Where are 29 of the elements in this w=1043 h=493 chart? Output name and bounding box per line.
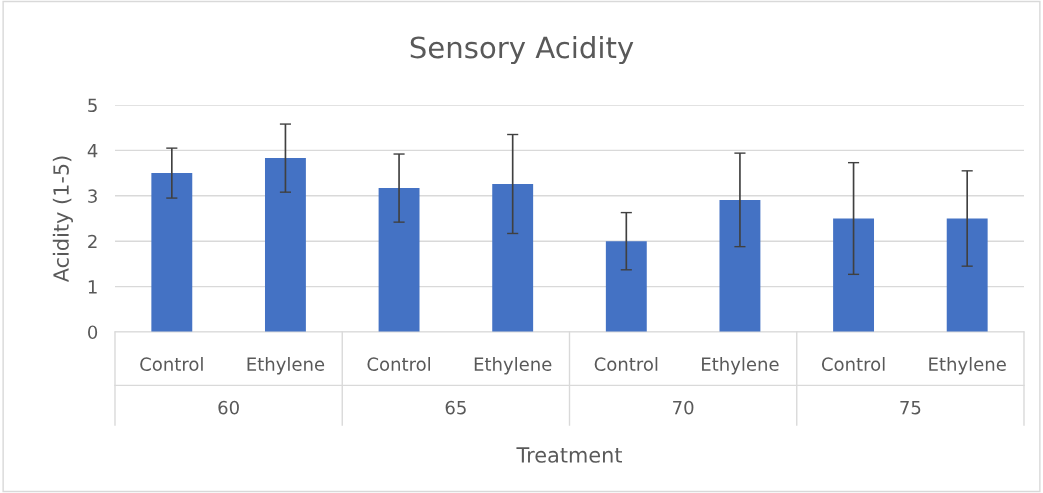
bar	[492, 184, 534, 332]
text: 75	[900, 401, 921, 415]
y-tick-label: 0	[88, 325, 98, 340]
x-tick-label: Control	[594, 357, 658, 371]
bar	[151, 173, 193, 332]
y-tick-label: 3	[88, 189, 97, 203]
y-tick-label: 5	[88, 98, 97, 113]
x-tick-label: Control	[140, 357, 203, 371]
x-tick-label: Ethylene	[247, 357, 325, 375]
text: 65	[445, 400, 466, 415]
bar	[378, 188, 420, 332]
bar	[719, 199, 761, 332]
y-tick-label: 1	[88, 280, 97, 294]
x-tick-label: Ethylene	[702, 357, 779, 375]
text: 60	[218, 400, 239, 415]
bar	[946, 218, 988, 332]
bar	[264, 158, 306, 332]
x-tick-label: Control	[367, 357, 430, 371]
y-tick-label: 4	[87, 144, 98, 158]
x-tick-label: Ethylene	[474, 357, 552, 375]
bar	[833, 218, 875, 332]
y-axis-title: Acidity (1-5)	[52, 156, 73, 283]
text: 70	[673, 400, 694, 415]
chart-title: Sensory Acidity	[410, 35, 634, 65]
x-tick-label: Ethylene	[929, 357, 1006, 375]
x-tick-label: Control	[821, 357, 885, 371]
x-axis-title: Treatment	[516, 447, 622, 463]
y-tick-label: 2	[88, 234, 97, 249]
bar	[605, 241, 647, 332]
